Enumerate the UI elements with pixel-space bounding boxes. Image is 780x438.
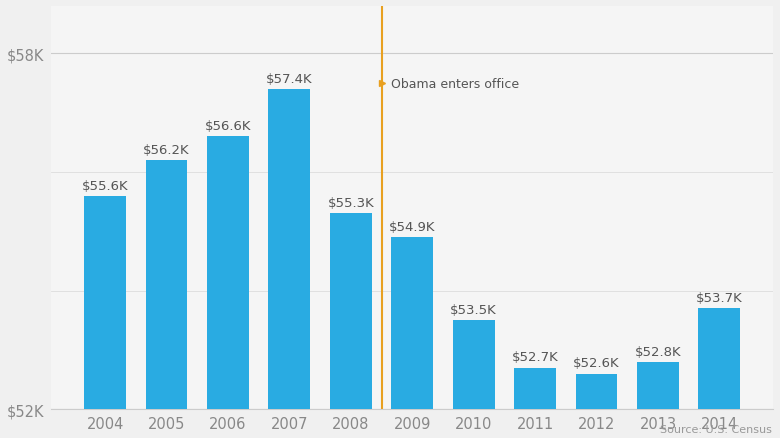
Text: $57.4K: $57.4K [266,73,313,85]
Text: $56.2K: $56.2K [144,144,190,157]
Bar [84,196,126,409]
Text: $55.3K: $55.3K [328,197,374,210]
Bar [452,321,495,409]
Bar [392,238,433,409]
Text: $56.6K: $56.6K [204,120,251,133]
Text: $52.8K: $52.8K [635,345,681,358]
Bar [698,309,740,409]
Text: $54.9K: $54.9K [389,220,435,233]
Bar [330,214,372,409]
Text: $52.7K: $52.7K [512,351,558,364]
Text: $55.6K: $55.6K [82,179,129,192]
Bar [207,137,249,409]
Bar [146,161,187,409]
Text: Source: U.S. Census: Source: U.S. Census [661,424,772,434]
Text: $53.7K: $53.7K [696,292,743,304]
Text: $53.5K: $53.5K [450,304,497,316]
Bar [637,362,679,409]
Bar [576,374,618,409]
Bar [268,90,310,409]
Text: Obama enters office: Obama enters office [391,78,519,90]
Text: $52.6K: $52.6K [573,357,620,370]
Bar [514,368,556,409]
